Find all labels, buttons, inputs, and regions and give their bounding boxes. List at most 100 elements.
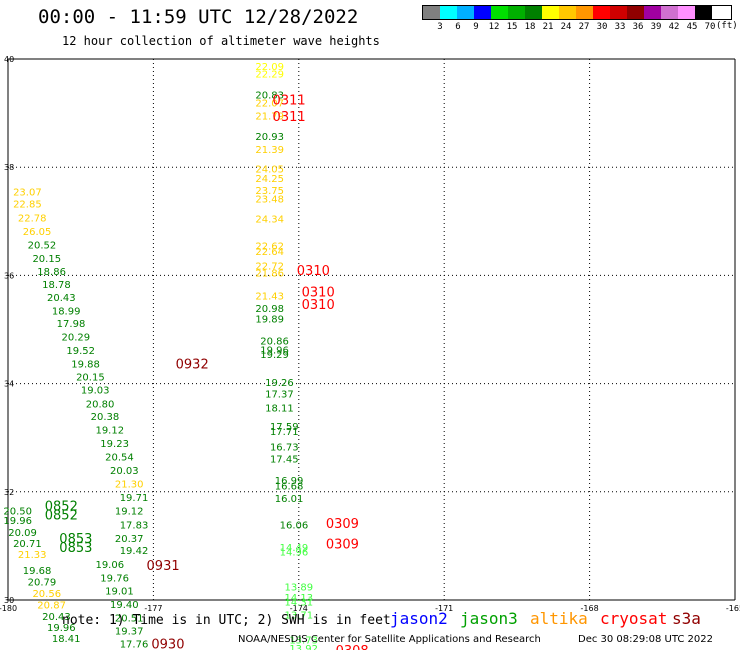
wave-height-label: 20.43 xyxy=(47,293,76,304)
wave-height-label: 21.33 xyxy=(18,550,47,561)
wave-height-label: 19.71 xyxy=(120,493,149,504)
y-tick-label: 36 xyxy=(4,271,14,280)
wave-height-label: 19.23 xyxy=(100,439,129,450)
wave-height-label: 19.37 xyxy=(115,626,144,637)
page-title: 00:00 - 11:59 UTC 12/28/2022 xyxy=(38,6,359,28)
wave-height-label: 19.01 xyxy=(105,586,134,597)
y-tick-label: 32 xyxy=(4,488,14,497)
satellite-label-s3a: s3a xyxy=(672,609,701,628)
pass-time-label: 0852 xyxy=(45,499,78,514)
wave-height-label: 16.06 xyxy=(280,520,309,531)
wave-height-label: 13.73 xyxy=(289,635,318,646)
wave-height-label: 19.06 xyxy=(95,560,124,571)
wave-height-label: 20.50 xyxy=(3,507,32,518)
x-tick-label: -171 xyxy=(435,604,453,613)
x-tick-label: -165 xyxy=(726,604,740,613)
wave-height-label: 23.48 xyxy=(255,195,284,206)
wave-height-label: 22.85 xyxy=(13,199,42,210)
wave-height-label: 20.83 xyxy=(255,91,284,102)
pass-time-label: 0311 xyxy=(273,94,306,109)
page-subtitle: 12 hour collection of altimeter wave hei… xyxy=(62,34,380,48)
wave-height-label: 18.41 xyxy=(52,634,81,645)
legend-tick: 39 xyxy=(650,22,662,32)
legend-tick: 36 xyxy=(632,22,644,32)
wave-height-label: 20.71 xyxy=(13,539,42,550)
wave-height-label: 19.03 xyxy=(81,386,110,397)
legend-swatch xyxy=(644,6,661,19)
legend-tick: 33 xyxy=(614,22,626,32)
wave-height-label: 19.40 xyxy=(110,600,139,611)
wave-height-label: 13.92 xyxy=(289,644,318,650)
wave-height-label: 19.96 xyxy=(3,516,32,527)
wave-height-label: 23.75 xyxy=(255,186,284,197)
x-tick-label: -180 xyxy=(0,604,17,613)
satellite-label-cryosat: cryosat xyxy=(600,609,668,628)
legend-tick: 27 xyxy=(578,22,590,32)
wave-height-label: 19.88 xyxy=(71,360,100,371)
color-legend: 3 6 9 12 15 18 21 24 27 30 33 36 39 42 45 70 xyxy=(422,5,732,32)
wave-height-label: 20.93 xyxy=(255,132,284,143)
pass-time-label: 0853 xyxy=(59,532,92,547)
wave-height-label: 14.31 xyxy=(284,598,313,609)
wave-height-label: 20.37 xyxy=(115,534,144,545)
wave-height-label: 21.79 xyxy=(255,111,284,122)
wave-height-label: 19.96 xyxy=(47,623,76,634)
wave-height-label: 20.03 xyxy=(110,466,139,477)
y-tick-label: 34 xyxy=(4,380,14,389)
wave-height-label: 14.96 xyxy=(280,547,309,558)
legend-swatch xyxy=(678,6,695,19)
wave-height-label: 22.62 xyxy=(255,242,284,253)
wave-height-label: 21.39 xyxy=(255,145,284,156)
wave-height-label: 20.54 xyxy=(105,453,134,464)
legend-swatch xyxy=(559,6,576,19)
wave-height-label: 18.99 xyxy=(52,307,81,318)
legend-swatch xyxy=(627,6,644,19)
legend-tick: 18 xyxy=(524,22,536,32)
wave-height-label: 19.89 xyxy=(255,315,284,326)
wave-height-label: 20.38 xyxy=(91,412,120,423)
wave-height-label: 22.78 xyxy=(18,214,47,225)
legend-tick: 21 xyxy=(542,22,554,32)
pass-time-label: 0310 xyxy=(302,286,335,301)
wave-height-label: 16.01 xyxy=(275,494,304,505)
wave-height-label: 20.79 xyxy=(28,578,57,589)
legend-swatch xyxy=(661,6,678,19)
wave-height-label: 17.71 xyxy=(270,427,299,438)
wave-height-label: 20.87 xyxy=(37,600,66,611)
wave-height-label: 18.78 xyxy=(42,280,71,291)
wave-height-label: 14.13 xyxy=(284,593,313,604)
wave-height-label: 20.15 xyxy=(32,254,61,265)
wave-height-label: 19.12 xyxy=(95,426,124,437)
legend-tick: 45 xyxy=(686,22,698,32)
satellite-label-altika: altika xyxy=(530,609,588,628)
pass-time-labels: 0311031103100310031009320309030909310308… xyxy=(45,94,369,650)
legend-tick: 3 xyxy=(437,22,443,32)
wave-height-label: 20.15 xyxy=(76,373,105,384)
wave-height-label: 19.29 xyxy=(260,350,289,361)
legend-swatch xyxy=(593,6,610,19)
legend-swatch xyxy=(542,6,559,19)
wave-height-label: 19.68 xyxy=(23,566,52,577)
wave-height-label: 22.72 xyxy=(255,262,284,273)
map-grid xyxy=(7,58,736,601)
x-tick-label: -174 xyxy=(290,604,308,613)
legend-color-bar xyxy=(422,5,732,20)
x-tick-label: -168 xyxy=(581,604,599,613)
y-tick-label: 38 xyxy=(4,163,14,172)
pass-time-label: 0311 xyxy=(273,110,306,125)
wave-height-label: 20.51 xyxy=(115,613,144,624)
footer-timestamp: Dec 30 08:29:08 UTC 2022 xyxy=(578,634,713,645)
pass-time-label: 0310 xyxy=(302,298,335,313)
wave-height-label: 22.09 xyxy=(255,62,284,73)
wave-height-label: 24.34 xyxy=(255,215,284,226)
pass-time-label: 0853 xyxy=(59,541,92,556)
legend-swatch xyxy=(491,6,508,19)
wave-height-label: 16.68 xyxy=(275,481,304,492)
legend-tick: 30 xyxy=(596,22,608,32)
y-tick-label: 30 xyxy=(4,596,14,605)
units-label: (ft) xyxy=(716,21,738,31)
wave-height-label: 20.80 xyxy=(86,400,115,411)
legend-tick: 12 xyxy=(488,22,500,32)
legend-tick: 70 xyxy=(704,22,716,32)
